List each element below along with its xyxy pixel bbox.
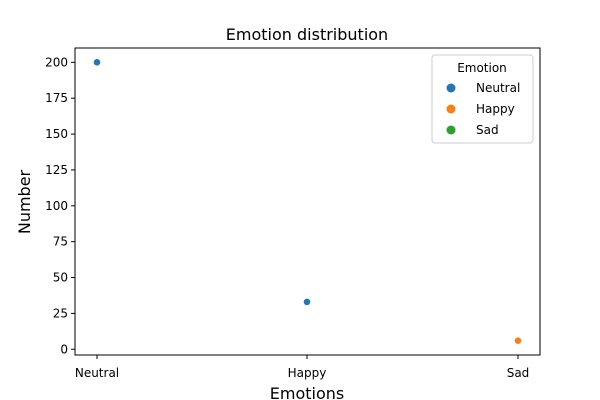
legend-entry-label: Neutral (476, 81, 520, 95)
x-tick-label: Neutral (75, 366, 119, 380)
x-axis: Neutral Happy Sad (75, 355, 529, 380)
data-point (303, 298, 311, 306)
data-points (93, 58, 522, 345)
y-tick-label: 25 (53, 306, 68, 320)
y-tick-label: 175 (45, 91, 68, 105)
legend-marker (446, 125, 456, 135)
y-tick-label: 50 (53, 271, 68, 285)
y-tick-label: 200 (45, 55, 68, 69)
y-tick-label: 75 (53, 235, 68, 249)
legend-entry-label: Happy (476, 102, 515, 116)
legend-entry-label: Sad (476, 123, 499, 137)
x-axis-label: Emotions (270, 384, 344, 400)
legend-marker (446, 104, 456, 114)
x-tick-label: Happy (288, 366, 327, 380)
y-axis: 0 25 50 75 100 125 150 175 200 (45, 55, 75, 356)
legend-box (431, 54, 534, 144)
data-point (514, 336, 522, 345)
x-tick-label: Sad (507, 366, 530, 380)
chart-title: Emotion distribution (226, 25, 388, 44)
y-tick-label: 125 (45, 163, 68, 177)
y-axis-label: Number (15, 169, 34, 234)
y-tick-label: 0 (60, 342, 68, 356)
data-point (93, 58, 101, 67)
y-tick-label: 100 (45, 199, 68, 213)
legend-title: Emotion (457, 61, 507, 75)
legend-marker (446, 83, 456, 93)
legend: Emotion Neutral Happy Sad (431, 54, 534, 144)
y-tick-label: 150 (45, 127, 68, 141)
